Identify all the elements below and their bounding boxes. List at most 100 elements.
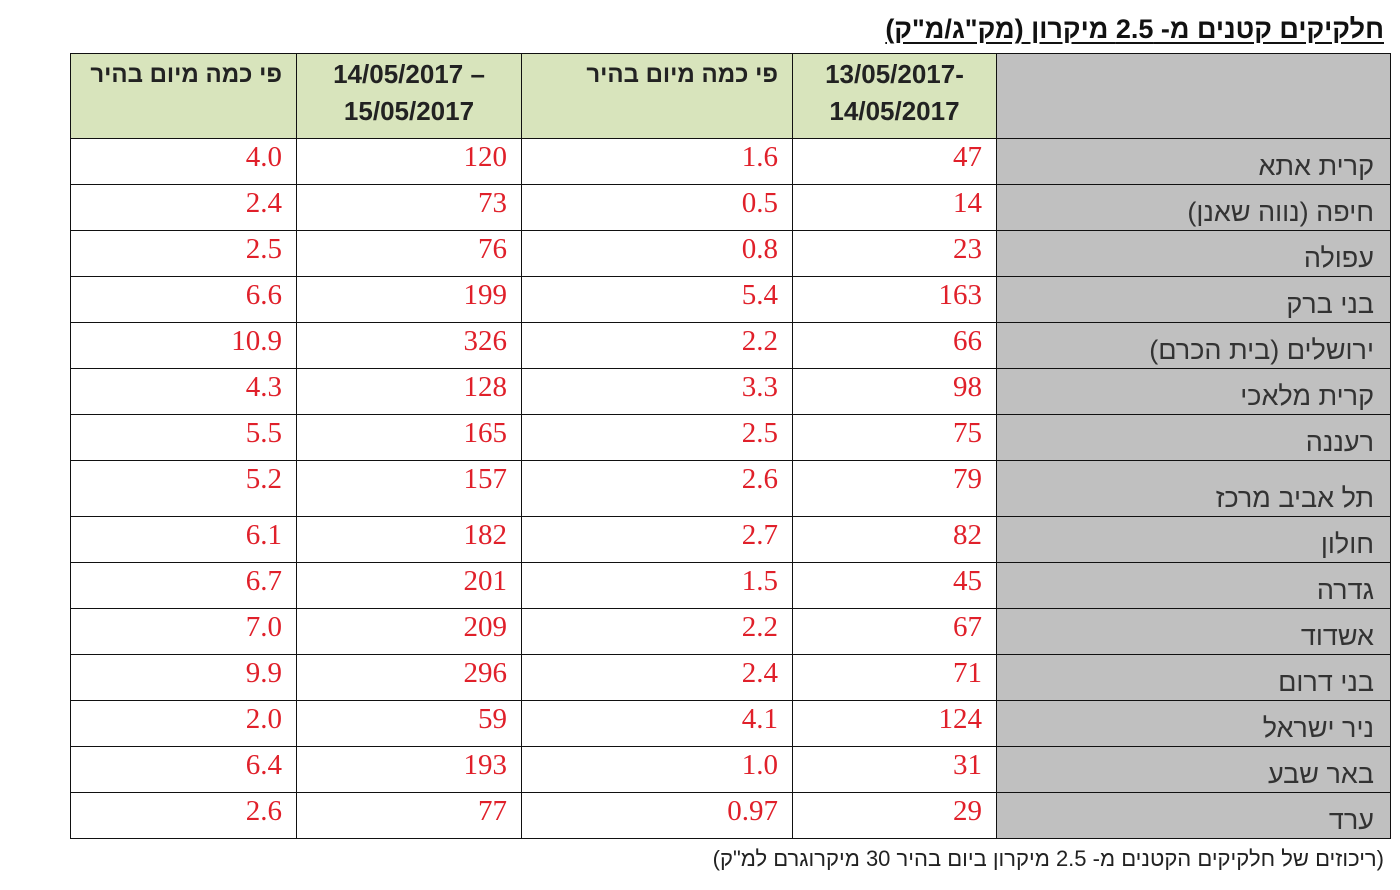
header-row: 13/05/2017- 14/05/2017 פי כמה מיום בהיר …: [70, 53, 1391, 139]
period-1-value: 67: [792, 608, 997, 655]
header-period-2-label: 14/05/2017 – 15/05/2017: [333, 59, 485, 126]
period-1-value: 163: [792, 276, 997, 323]
period-2-ratio: 4.3: [70, 368, 297, 415]
table-title: חלקיקים קטנים מ- 2.5 מיקרון (מק"ג/מ"ק): [885, 14, 1384, 44]
period-2-ratio: 6.4: [70, 746, 297, 793]
table-row: קרית אתא 47 1.6 120 4.0: [70, 138, 1391, 185]
table-row: חיפה (נווה שאנן) 14 0.5 73 2.4: [70, 184, 1391, 231]
table-row: ירושלים (בית הכרם) 66 2.2 326 10.9: [70, 322, 1391, 369]
city-cell: בני ברק: [996, 276, 1391, 323]
table-row: בני דרום 71 2.4 296 9.9: [70, 654, 1391, 701]
city-cell: ירושלים (בית הכרם): [996, 322, 1391, 369]
period-1-ratio: 2.2: [521, 322, 793, 369]
city-cell: רעננה: [996, 414, 1391, 461]
table-row: תל אביב מרכז 79 2.6 157 5.2: [70, 460, 1391, 517]
period-1-value: 29: [792, 792, 997, 839]
period-1-value: 66: [792, 322, 997, 369]
header-period-1-label: 13/05/2017- 14/05/2017: [825, 59, 964, 126]
period-1-ratio: 2.5: [521, 414, 793, 461]
period-2-value: 157: [296, 460, 522, 517]
period-1-ratio: 2.2: [521, 608, 793, 655]
table-row: קרית מלאכי 98 3.3 128 4.3: [70, 368, 1391, 415]
period-1-ratio: 1.5: [521, 562, 793, 609]
period-2-value: 120: [296, 138, 522, 185]
period-2-value: 76: [296, 230, 522, 277]
period-1-value: 14: [792, 184, 997, 231]
period-2-value: 326: [296, 322, 522, 369]
city-cell: אשדוד: [996, 608, 1391, 655]
table-row: ניר ישראל 124 4.1 59 2.0: [70, 700, 1391, 747]
city-cell: ערד: [996, 792, 1391, 839]
period-2-value: 201: [296, 562, 522, 609]
period-2-ratio: 5.5: [70, 414, 297, 461]
period-2-ratio: 6.1: [70, 516, 297, 563]
header-period-2: 14/05/2017 – 15/05/2017: [296, 53, 522, 139]
city-cell: באר שבע: [996, 746, 1391, 793]
city-cell: חולון: [996, 516, 1391, 563]
period-2-ratio: 7.0: [70, 608, 297, 655]
period-2-ratio: 10.9: [70, 322, 297, 369]
period-2-value: 199: [296, 276, 522, 323]
header-ratio-1: פי כמה מיום בהיר: [521, 53, 793, 139]
period-1-ratio: 3.3: [521, 368, 793, 415]
city-cell: בני דרום: [996, 654, 1391, 701]
table-row: חולון 82 2.7 182 6.1: [70, 516, 1391, 563]
city-cell: חיפה (נווה שאנן): [996, 184, 1391, 231]
period-2-value: 296: [296, 654, 522, 701]
period-2-ratio: 4.0: [70, 138, 297, 185]
period-2-value: 59: [296, 700, 522, 747]
table-row: גדרה 45 1.5 201 6.7: [70, 562, 1391, 609]
period-1-ratio: 0.97: [521, 792, 793, 839]
period-1-ratio: 1.0: [521, 746, 793, 793]
period-1-ratio: 4.1: [521, 700, 793, 747]
period-1-value: 23: [792, 230, 997, 277]
period-2-ratio: 2.6: [70, 792, 297, 839]
period-1-value: 124: [792, 700, 997, 747]
table-row: באר שבע 31 1.0 193 6.4: [70, 746, 1391, 793]
table-row: אשדוד 67 2.2 209 7.0: [70, 608, 1391, 655]
period-2-ratio: 2.5: [70, 230, 297, 277]
header-corner: [996, 53, 1391, 139]
city-cell: קרית מלאכי: [996, 368, 1391, 415]
period-2-ratio: 5.2: [70, 460, 297, 517]
table-row: ערד 29 0.97 77 2.6: [70, 792, 1391, 839]
period-1-ratio: 0.8: [521, 230, 793, 277]
period-2-value: 77: [296, 792, 522, 839]
period-1-ratio: 5.4: [521, 276, 793, 323]
table-row: רעננה 75 2.5 165 5.5: [70, 414, 1391, 461]
period-1-ratio: 2.7: [521, 516, 793, 563]
period-2-value: 73: [296, 184, 522, 231]
period-1-ratio: 2.6: [521, 460, 793, 517]
period-2-value: 182: [296, 516, 522, 563]
period-1-ratio: 2.4: [521, 654, 793, 701]
pm25-table: 13/05/2017- 14/05/2017 פי כמה מיום בהיר …: [70, 53, 1391, 839]
header-period-1: 13/05/2017- 14/05/2017: [792, 53, 997, 139]
period-2-ratio: 9.9: [70, 654, 297, 701]
city-cell: תל אביב מרכז: [996, 460, 1391, 517]
period-1-value: 79: [792, 460, 997, 517]
period-2-value: 128: [296, 368, 522, 415]
city-cell: עפולה: [996, 230, 1391, 277]
period-2-value: 209: [296, 608, 522, 655]
period-1-ratio: 1.6: [521, 138, 793, 185]
city-cell: ניר ישראל: [996, 700, 1391, 747]
period-2-ratio: 2.0: [70, 700, 297, 747]
period-2-value: 193: [296, 746, 522, 793]
period-1-value: 75: [792, 414, 997, 461]
header-ratio-2: פי כמה מיום בהיר: [70, 53, 297, 139]
period-1-value: 82: [792, 516, 997, 563]
period-2-ratio: 6.7: [70, 562, 297, 609]
period-1-ratio: 0.5: [521, 184, 793, 231]
city-cell: גדרה: [996, 562, 1391, 609]
city-cell: קרית אתא: [996, 138, 1391, 185]
table-row: בני ברק 163 5.4 199 6.6: [70, 276, 1391, 323]
period-2-ratio: 2.4: [70, 184, 297, 231]
period-1-value: 71: [792, 654, 997, 701]
period-1-value: 98: [792, 368, 997, 415]
period-1-value: 47: [792, 138, 997, 185]
period-1-value: 45: [792, 562, 997, 609]
period-2-ratio: 6.6: [70, 276, 297, 323]
period-2-value: 165: [296, 414, 522, 461]
footnote: (ריכוזים של חלקיקים הקטנים מ- 2.5 מיקרון…: [712, 846, 1384, 871]
table-row: עפולה 23 0.8 76 2.5: [70, 230, 1391, 277]
